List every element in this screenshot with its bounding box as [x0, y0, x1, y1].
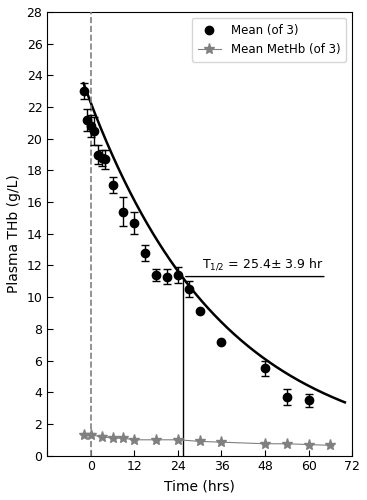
Y-axis label: Plasma THb (g/L): Plasma THb (g/L): [7, 174, 21, 293]
X-axis label: Time (hrs): Time (hrs): [164, 479, 235, 493]
Legend: Mean (of 3), Mean MetHb (of 3): Mean (of 3), Mean MetHb (of 3): [192, 18, 346, 62]
Text: T$_{1/2}$ = 25.4± 3.9 hr: T$_{1/2}$ = 25.4± 3.9 hr: [201, 256, 323, 272]
